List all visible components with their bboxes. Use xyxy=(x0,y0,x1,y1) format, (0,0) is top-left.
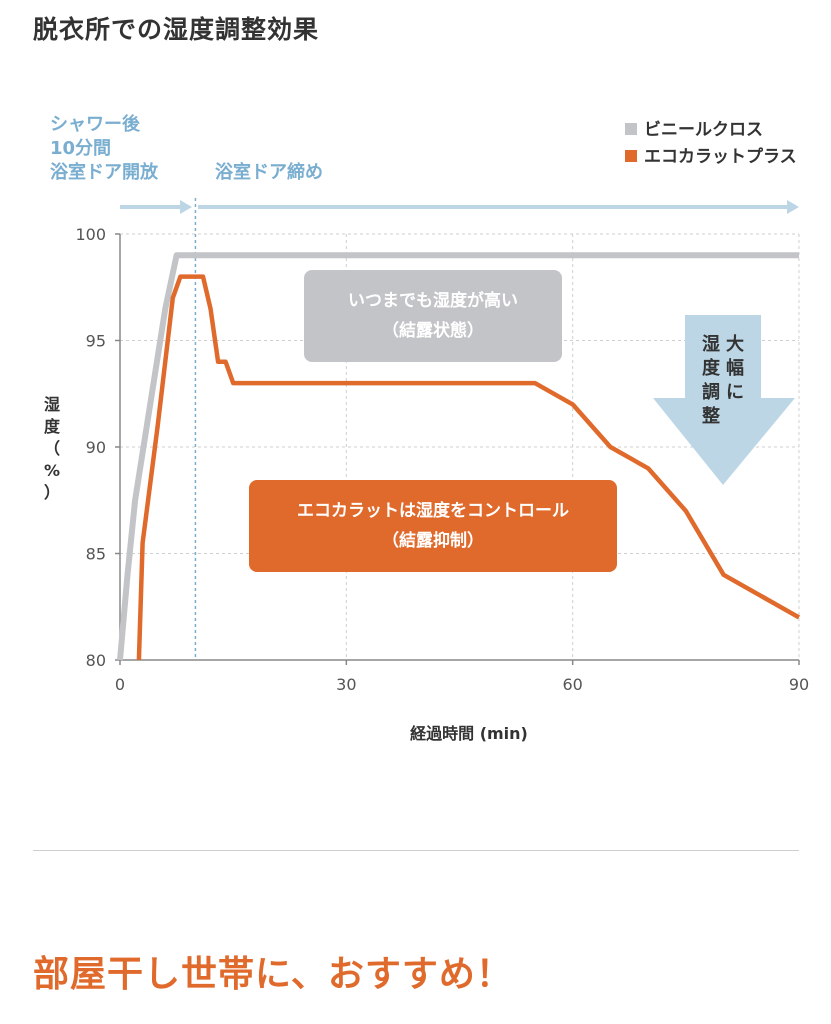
y-tick-label: 95 xyxy=(86,332,106,351)
series-line-vinyl xyxy=(117,252,799,661)
x-tick-label: 90 xyxy=(789,675,809,694)
y-tick-label: 100 xyxy=(75,225,106,244)
x-axis-label: 経過時間 (min) xyxy=(410,724,528,743)
big-adjust-label: 大幅に 湿度調整 xyxy=(701,333,744,427)
big-adjust-col2: 湿度調整 xyxy=(701,334,721,427)
phase-label-open-line2: 10分間 xyxy=(50,138,111,159)
callout-eco-control-line1: エコカラットは湿度をコントロール xyxy=(297,500,569,521)
y-tick-label: 90 xyxy=(86,438,106,457)
phase-arrow-closed xyxy=(198,200,799,214)
legend-swatch-eco xyxy=(625,150,637,162)
legend: ビニールクロス エコカラットプラス xyxy=(625,120,797,167)
big-down-arrow xyxy=(653,315,795,485)
y-tick-label: 85 xyxy=(86,545,106,564)
phase-arrow-open xyxy=(120,200,192,214)
y-ticks: 80 85 90 95 100 xyxy=(75,225,120,670)
page-title: 脱衣所での湿度調整効果 xyxy=(33,15,320,44)
phase-label-open-line3: 浴室ドア開放 xyxy=(50,161,159,183)
legend-label-eco: エコカラットプラス xyxy=(644,146,797,167)
humidity-chart: シャワー後 10分間 浴室ドア開放 浴室ドア締め ビニールクロス エコカラットプ… xyxy=(43,113,809,743)
x-tick-label: 30 xyxy=(336,675,356,694)
section-divider xyxy=(33,850,799,851)
x-tick-label: 0 xyxy=(115,675,125,694)
legend-swatch-vinyl xyxy=(625,123,637,135)
callout-high-humidity-line1: いつまでも湿度が高い xyxy=(348,290,518,311)
phase-label-open-line1: シャワー後 xyxy=(50,113,141,135)
y-tick-label: 80 xyxy=(86,651,106,670)
callout-high-humidity: いつまでも湿度が高い （結露状態） xyxy=(304,270,562,362)
bottom-heading: 部屋干し世帯に、おすすめ！ xyxy=(33,954,513,995)
x-ticks: 0 30 60 90 xyxy=(115,660,809,694)
callout-eco-control: エコカラットは湿度をコントロール （結露抑制） xyxy=(249,480,617,572)
callout-high-humidity-line2: （結露状態） xyxy=(382,320,484,341)
big-adjust-col1: 大幅に xyxy=(726,333,744,403)
phase-label-open: シャワー後 10分間 浴室ドア開放 xyxy=(50,113,159,183)
legend-label-vinyl: ビニールクロス xyxy=(644,120,763,140)
callout-eco-control-line2: （結露抑制） xyxy=(382,530,484,551)
y-axis-label: 湿度（%） xyxy=(43,395,61,502)
x-tick-label: 60 xyxy=(562,675,582,694)
series-line-eco xyxy=(136,274,801,661)
phase-label-closed: 浴室ドア締め xyxy=(215,161,323,183)
